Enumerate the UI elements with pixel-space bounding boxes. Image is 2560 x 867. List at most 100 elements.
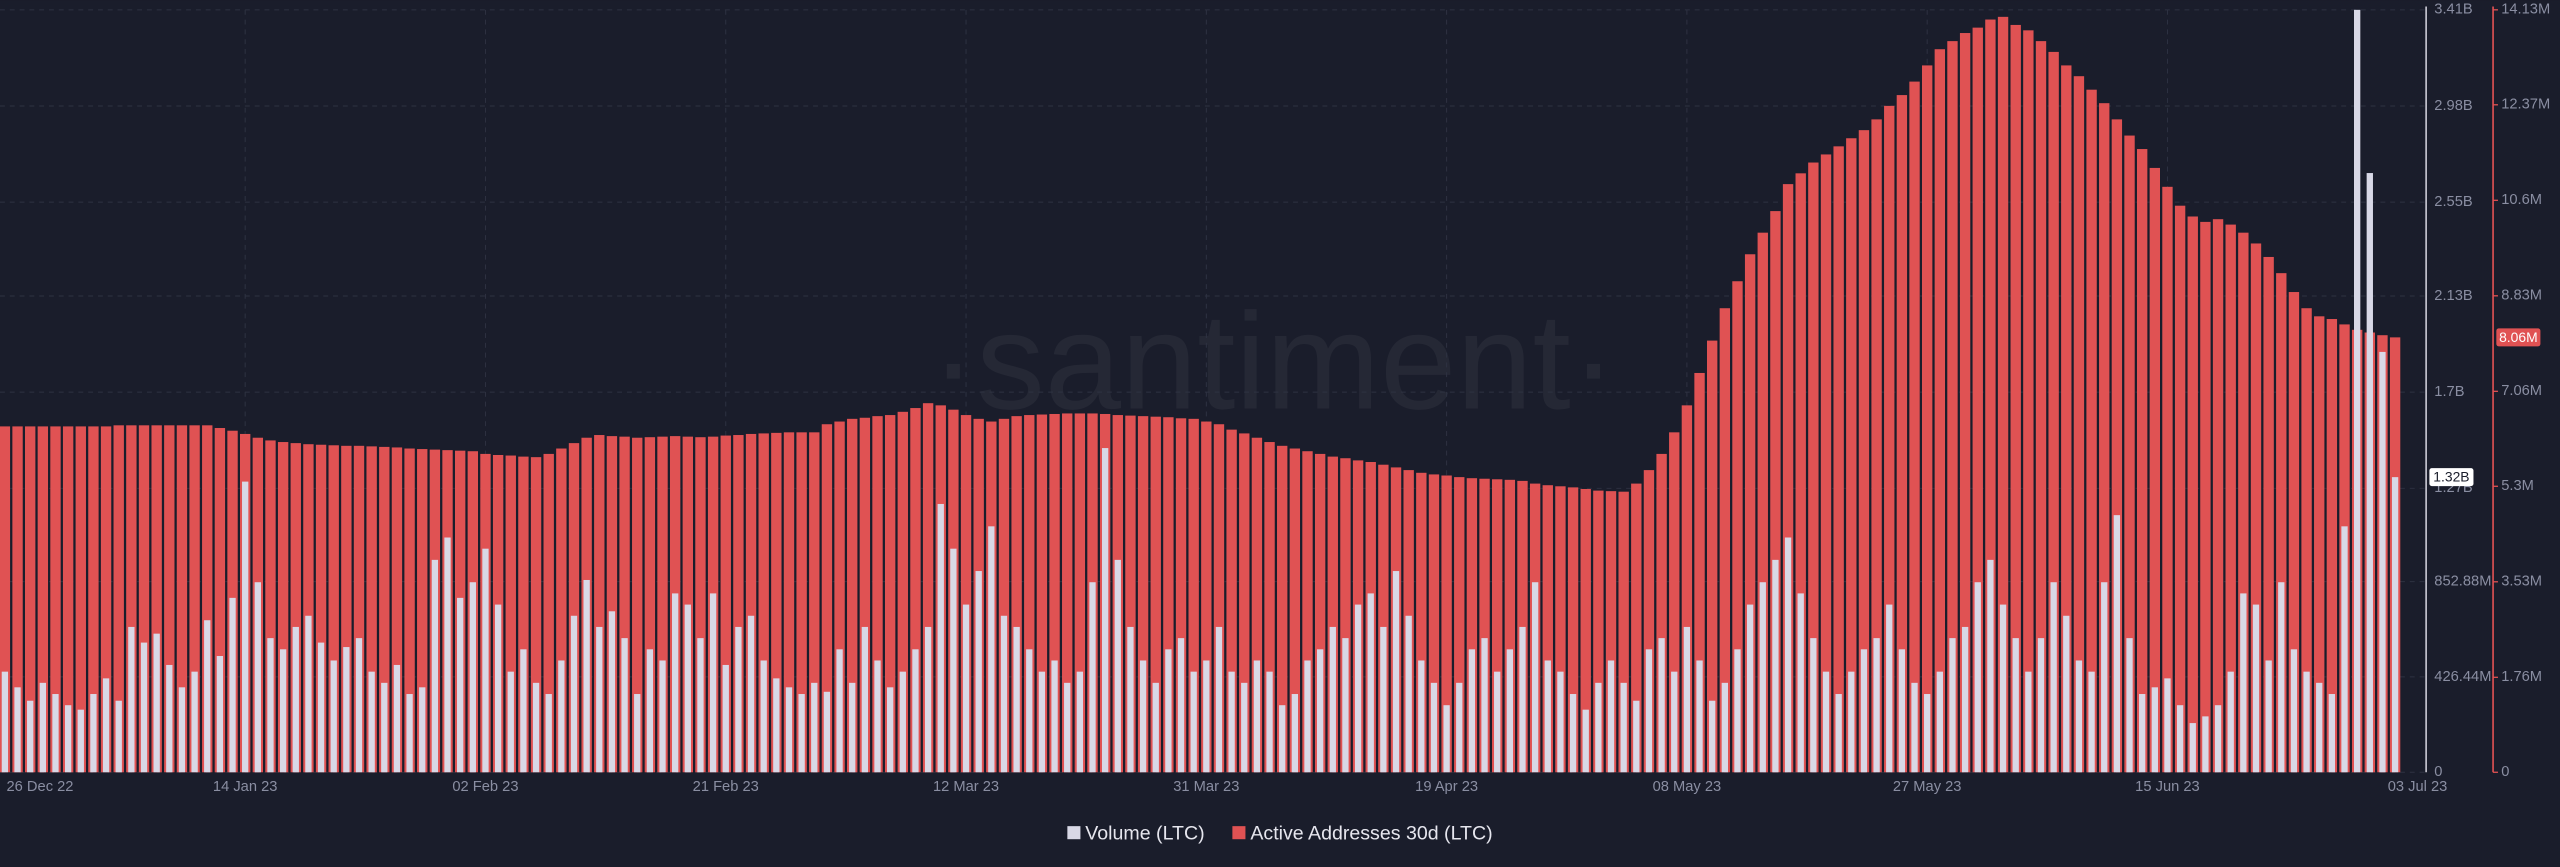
bar: [14, 687, 21, 773]
bar: [1367, 593, 1374, 773]
bar: [1884, 105, 1895, 773]
bar: [151, 425, 162, 773]
y2-tick-label: 12.37M: [2501, 97, 2550, 113]
bar: [153, 633, 160, 773]
legend-label: Active Addresses 30d (LTC): [1250, 822, 1492, 844]
bar: [695, 437, 706, 773]
bar: [2189, 723, 2196, 773]
legend-swatch: [1232, 826, 1246, 840]
bar: [393, 664, 401, 773]
bar: [379, 446, 390, 773]
bar: [52, 694, 59, 773]
bar: [507, 671, 514, 773]
bar: [2176, 705, 2184, 773]
bar: [1696, 660, 1703, 773]
bar: [2341, 526, 2348, 773]
bar: [1051, 660, 1058, 773]
bar: [1215, 626, 1223, 773]
bar: [494, 604, 502, 773]
bar: [431, 559, 439, 773]
bar: [2010, 24, 2021, 773]
bar: [77, 709, 84, 773]
y-tick-label: 3.41B: [2434, 2, 2473, 18]
bar: [556, 448, 567, 773]
bar: [62, 426, 74, 773]
bar: [1605, 491, 1617, 773]
bar: [39, 682, 46, 773]
bar: [1557, 671, 1564, 773]
bar: [1582, 709, 1589, 773]
bar: [899, 671, 906, 773]
bar: [1833, 146, 1844, 773]
y-tick-label: 852.88M: [2434, 573, 2491, 589]
bar: [178, 687, 186, 773]
bar: [2227, 671, 2234, 773]
bar: [482, 548, 489, 773]
bar: [381, 682, 388, 773]
bar: [2050, 582, 2057, 773]
bar: [2075, 660, 2083, 773]
bar: [2124, 135, 2135, 773]
bar: [886, 687, 894, 773]
bar: [505, 455, 516, 773]
bar: [265, 440, 276, 773]
bar: [1618, 491, 1629, 773]
bar: [937, 503, 944, 773]
bar: [1987, 559, 1994, 773]
bar: [532, 682, 540, 773]
bar: [1264, 442, 1275, 773]
bar: [659, 660, 666, 773]
bar: [1302, 451, 1313, 773]
bar: [2048, 51, 2059, 773]
bar: [1808, 162, 1819, 773]
bar: [2238, 232, 2249, 773]
bar: [2086, 89, 2097, 773]
bar: [1643, 470, 1655, 773]
bar: [2214, 705, 2222, 773]
bar: [1620, 682, 1627, 773]
bar: [2200, 221, 2211, 773]
bar: [166, 664, 173, 773]
bar: [305, 615, 312, 773]
x-tick-label: 15 Jun 23: [2135, 779, 2200, 795]
bar: [606, 436, 618, 773]
bar: [2326, 319, 2338, 773]
bar: [1279, 705, 1286, 773]
bar: [2099, 103, 2110, 773]
bar: [444, 537, 451, 773]
bar: [2328, 694, 2336, 773]
bar: [1213, 424, 1225, 773]
bar: [204, 620, 211, 773]
bar: [1076, 671, 1084, 773]
bar: [1314, 453, 1326, 773]
bar: [353, 445, 365, 773]
bar: [469, 582, 476, 773]
bar: [570, 615, 578, 773]
bar: [419, 687, 426, 773]
bar: [1228, 671, 1235, 773]
bar: [1494, 671, 1501, 773]
bar: [1177, 638, 1185, 773]
bar: [988, 526, 995, 773]
bar: [64, 705, 72, 773]
bar: [1418, 660, 1425, 773]
bar: [2366, 173, 2373, 773]
bar: [684, 604, 691, 773]
bar: [1492, 479, 1503, 773]
x-tick-label: 31 Mar 23: [1173, 779, 1239, 795]
bar: [2314, 316, 2325, 773]
bar: [596, 626, 603, 773]
bar: [1555, 486, 1566, 773]
bar: [1949, 638, 1956, 773]
bar: [2240, 593, 2247, 773]
bar: [1443, 705, 1450, 773]
bar: [2250, 243, 2262, 773]
legend: Volume (LTC) Active Addresses 30d (LTC): [1067, 822, 1493, 844]
bar: [2301, 308, 2312, 773]
bar: [722, 664, 729, 773]
bar: [1504, 479, 1516, 773]
bar: [1062, 413, 1073, 773]
bar: [1567, 487, 1579, 773]
bar: [2035, 41, 2047, 773]
series-bars: [0, 16, 2401, 773]
